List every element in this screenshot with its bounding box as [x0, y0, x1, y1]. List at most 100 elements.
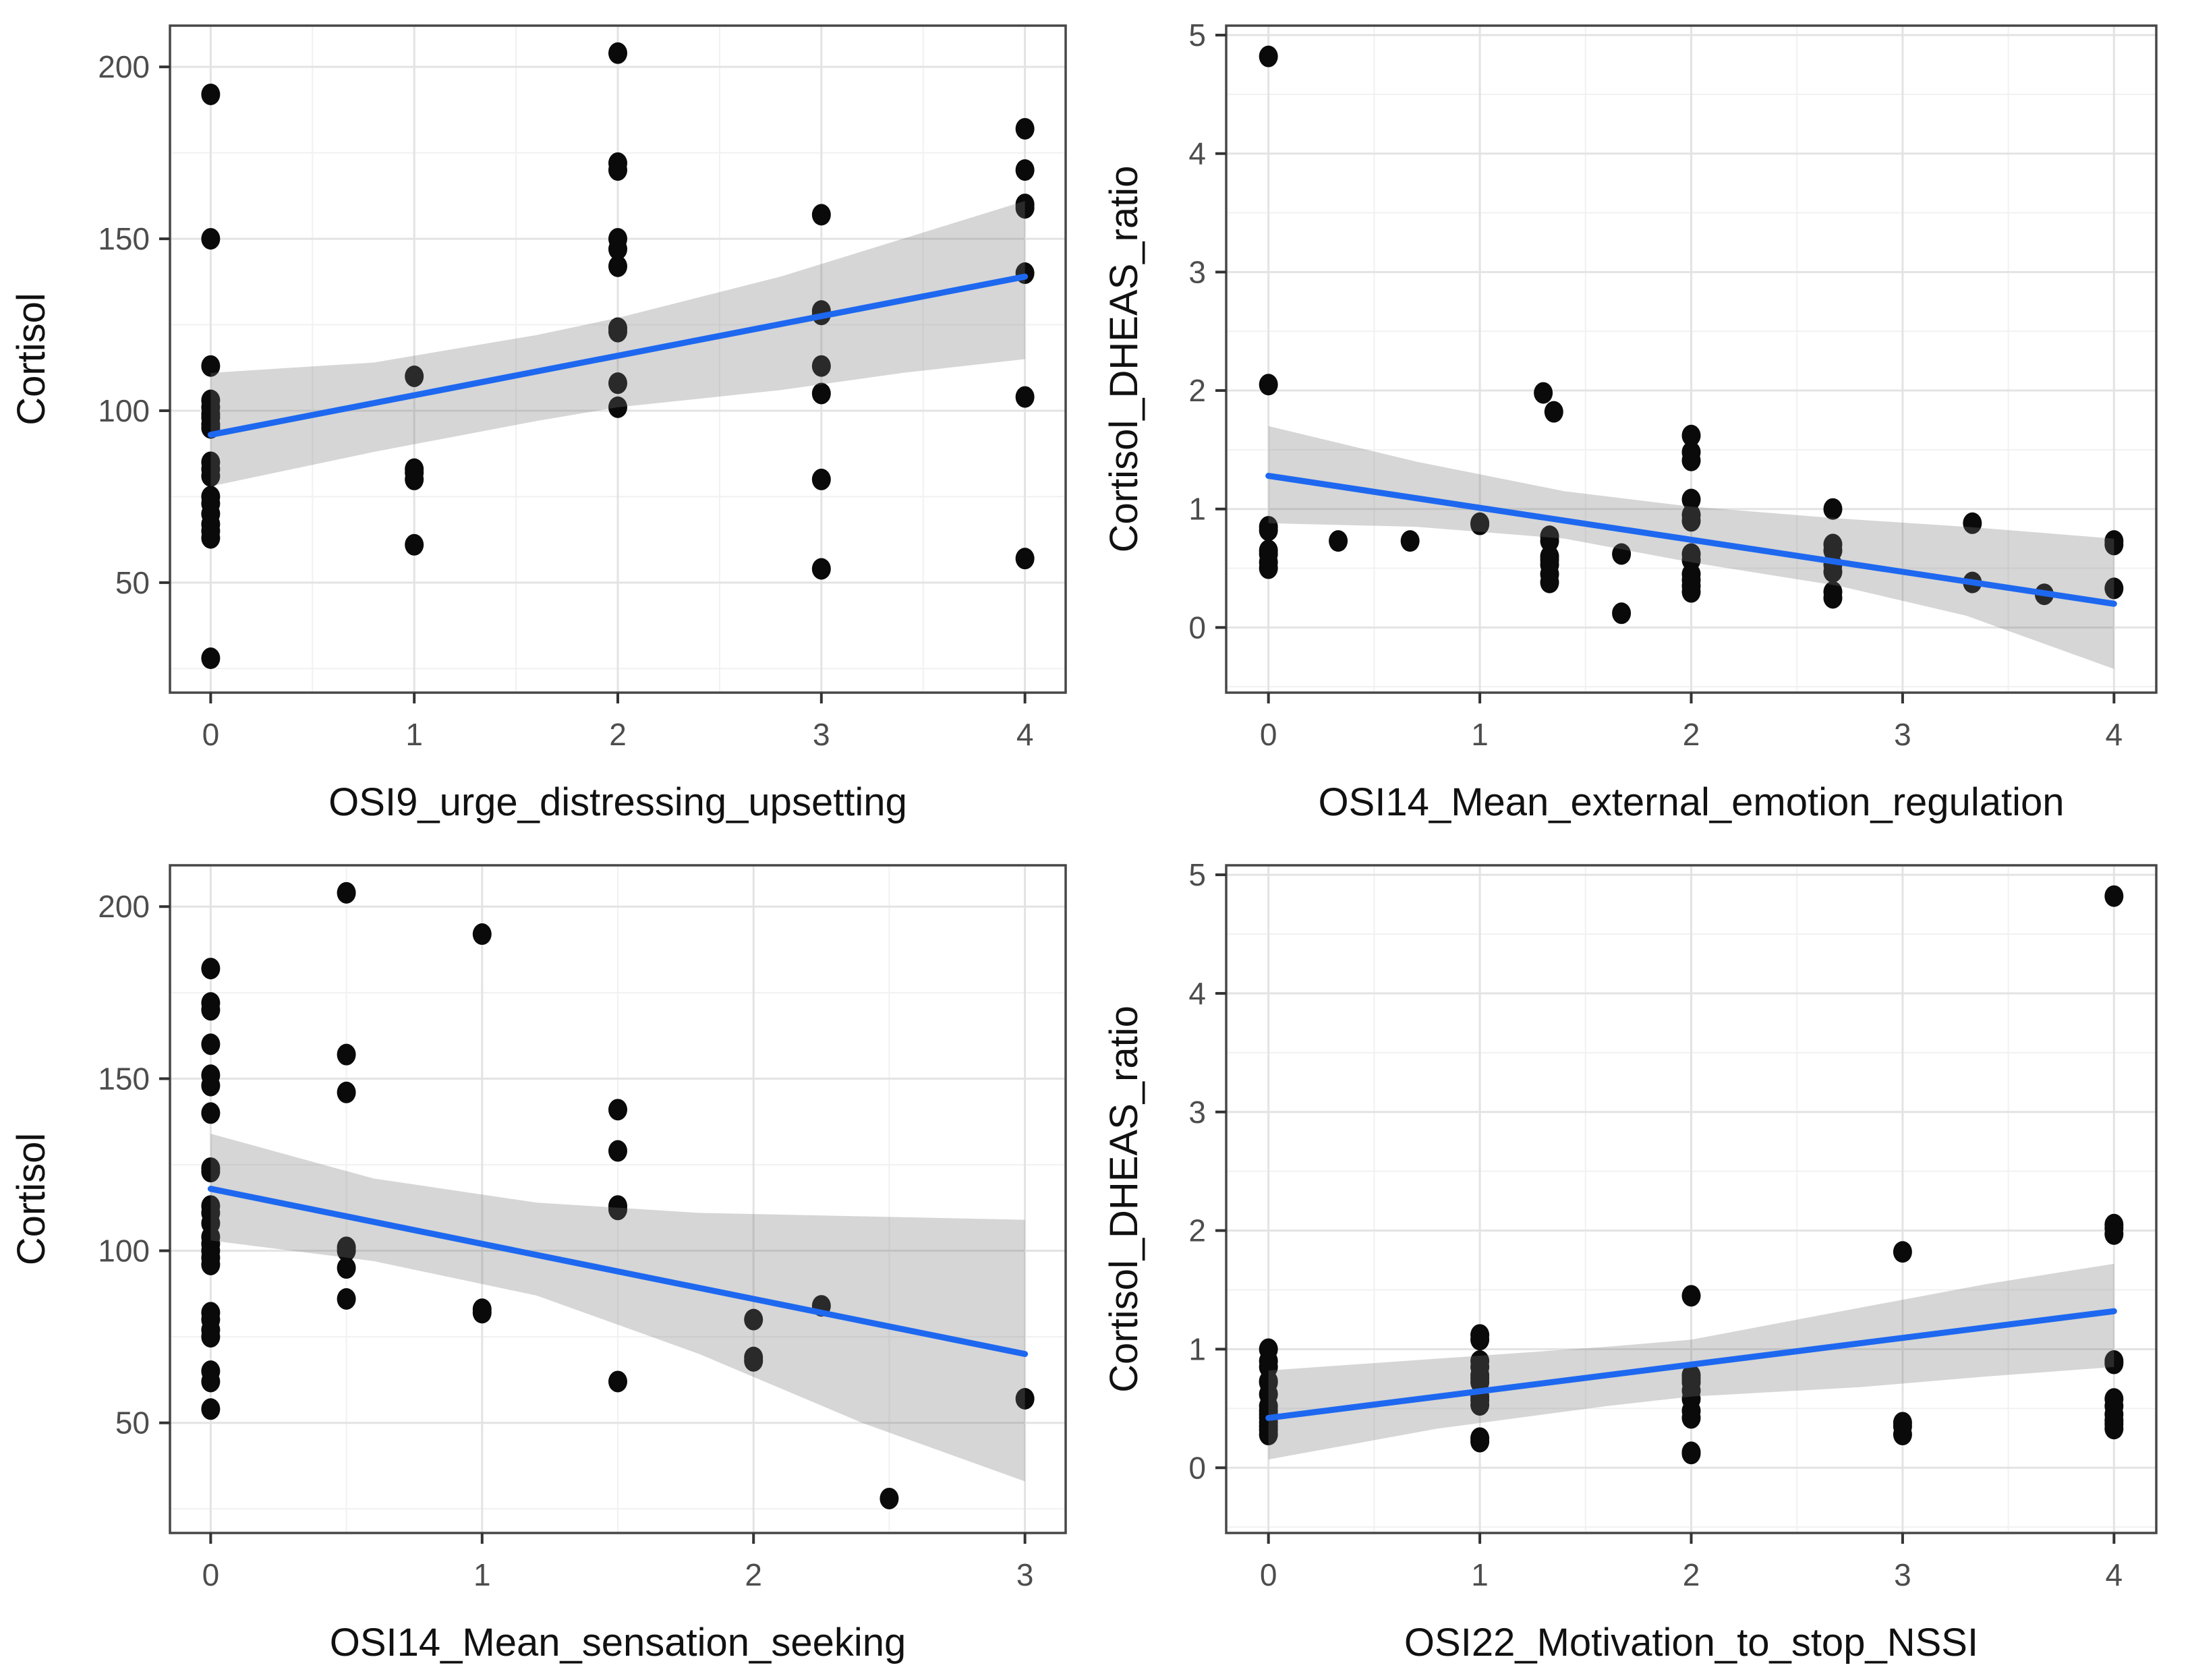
data-point [1681, 1443, 1701, 1465]
data-point [201, 1253, 221, 1275]
confidence-band [210, 200, 1025, 487]
data-point [1681, 510, 1701, 532]
x-tick-label: 2 [609, 717, 627, 752]
x-tick-label: 4 [2106, 1557, 2123, 1592]
data-points [1259, 45, 2124, 625]
data-point [1823, 587, 1843, 609]
y-tick-label: 50 [115, 1406, 150, 1441]
data-point [1470, 1329, 1490, 1351]
data-point [201, 1161, 221, 1183]
data-point [1823, 560, 1843, 583]
data-point [744, 1350, 763, 1372]
data-point [608, 1140, 627, 1162]
x-tick-label: 4 [2106, 717, 2123, 752]
data-point [337, 881, 356, 904]
data-point [1534, 382, 1553, 404]
data-point [2104, 885, 2124, 907]
data-point [1893, 1241, 1912, 1263]
y-tick-label: 100 [98, 393, 150, 428]
data-point [1015, 159, 1035, 181]
data-point [201, 465, 221, 487]
data-point [1015, 548, 1035, 570]
data-point [1612, 602, 1632, 625]
y-tick-label: 2 [1188, 373, 1206, 408]
x-tick-label: 0 [1260, 1557, 1277, 1592]
data-point [608, 320, 627, 343]
data-points [1259, 885, 2124, 1465]
data-point [811, 468, 831, 490]
data-point [608, 159, 627, 181]
data-point [1540, 571, 1559, 593]
y-tick-label: 200 [98, 889, 150, 924]
scatter-plot-svg-top-right: 0 1 2 3 4 0 1 2 3 4 5 OSI14_Mean_external_emotion_r… [1102, 18, 2158, 824]
x-tick-label: 3 [1016, 1557, 1034, 1592]
data-point [1681, 581, 1701, 603]
data-point [1470, 1430, 1490, 1453]
regression-line [1265, 1308, 2117, 1421]
data-point [1470, 1394, 1490, 1416]
data-point [608, 1099, 627, 1121]
gridlines [170, 865, 1066, 1533]
data-point [201, 228, 221, 250]
x-tick-label: 1 [1471, 1557, 1489, 1592]
x-tick-label: 1 [473, 1557, 491, 1592]
regression-line [207, 1186, 1029, 1358]
data-point [1544, 401, 1563, 423]
axes: 0 1 2 3 50 100 150 200 [98, 889, 1033, 1592]
data-points [201, 42, 1035, 670]
scatter-panel-bottom-left: 0 1 2 3 50 100 150 200 OSI14_Mean_sensation_seek… [0, 840, 1093, 1680]
data-point [1963, 512, 1982, 534]
scatter-plot-svg-top-left: 0 1 2 3 4 50 100 150 200 OSI9_urge_distressing_up… [9, 24, 1067, 824]
data-point [405, 365, 424, 387]
scatter-panel-top-right: 0 1 2 3 4 0 1 2 3 4 5 OSI14_Mean_external_emotion_r… [1093, 0, 2190, 840]
confidence-band [210, 1134, 1025, 1482]
y-tick-label: 3 [1188, 1095, 1206, 1130]
x-axis-title: OSI14_Mean_sensation_seeking [330, 1621, 906, 1664]
x-tick-label: 0 [202, 717, 220, 752]
data-point [1259, 374, 1278, 396]
data-point [1681, 424, 1701, 446]
data-point [405, 533, 424, 556]
data-point [1681, 449, 1701, 471]
y-tick-label: 0 [1188, 1450, 1206, 1485]
data-point [608, 1198, 627, 1221]
data-point [201, 1326, 221, 1348]
data-point [337, 1043, 356, 1066]
x-tick-label: 1 [405, 717, 423, 752]
y-tick-label: 2 [1188, 1213, 1206, 1248]
data-point [1540, 530, 1559, 552]
data-point [1015, 197, 1035, 219]
x-tick-label: 3 [1894, 1557, 1911, 1592]
panel-border [169, 864, 1067, 1534]
y-axis-title: Cortisol_DHEAS_ratio [1102, 1006, 1146, 1393]
y-axis-title: Cortisol [9, 293, 53, 426]
data-point [1612, 543, 1632, 565]
data-point [337, 1257, 356, 1279]
data-point [880, 1487, 899, 1509]
y-tick-label: 200 [98, 49, 150, 84]
data-point [201, 83, 221, 105]
x-axis-title: OSI22_Motivation_to_stop_NSSI [1404, 1621, 1978, 1664]
axes: 0 1 2 3 4 0 1 2 3 4 5 [1188, 857, 2123, 1592]
data-point [1823, 498, 1843, 520]
data-point [1681, 1407, 1701, 1429]
data-point [608, 396, 627, 418]
y-tick-label: 100 [98, 1234, 150, 1269]
y-tick-label: 1 [1188, 1331, 1206, 1366]
data-point [608, 372, 627, 395]
y-tick-label: 4 [1188, 136, 1206, 171]
data-point [472, 923, 492, 946]
data-point [337, 1081, 356, 1103]
y-tick-label: 4 [1188, 976, 1206, 1011]
data-point [337, 1240, 356, 1262]
data-point [811, 355, 831, 377]
data-point [1681, 488, 1701, 511]
x-axis-title: OSI14_Mean_external_emotion_regulation [1319, 780, 2065, 824]
data-point [2104, 1352, 2124, 1374]
scatter-panel-bottom-right: 0 1 2 3 4 0 1 2 3 4 5 OSI22_Motivation_to_stop_NSSI… [1093, 840, 2190, 1680]
x-tick-label: 1 [1471, 717, 1489, 752]
data-point [811, 382, 831, 405]
data-point [2104, 533, 2124, 556]
data-point [201, 647, 221, 670]
x-tick-label: 3 [1894, 717, 1911, 752]
